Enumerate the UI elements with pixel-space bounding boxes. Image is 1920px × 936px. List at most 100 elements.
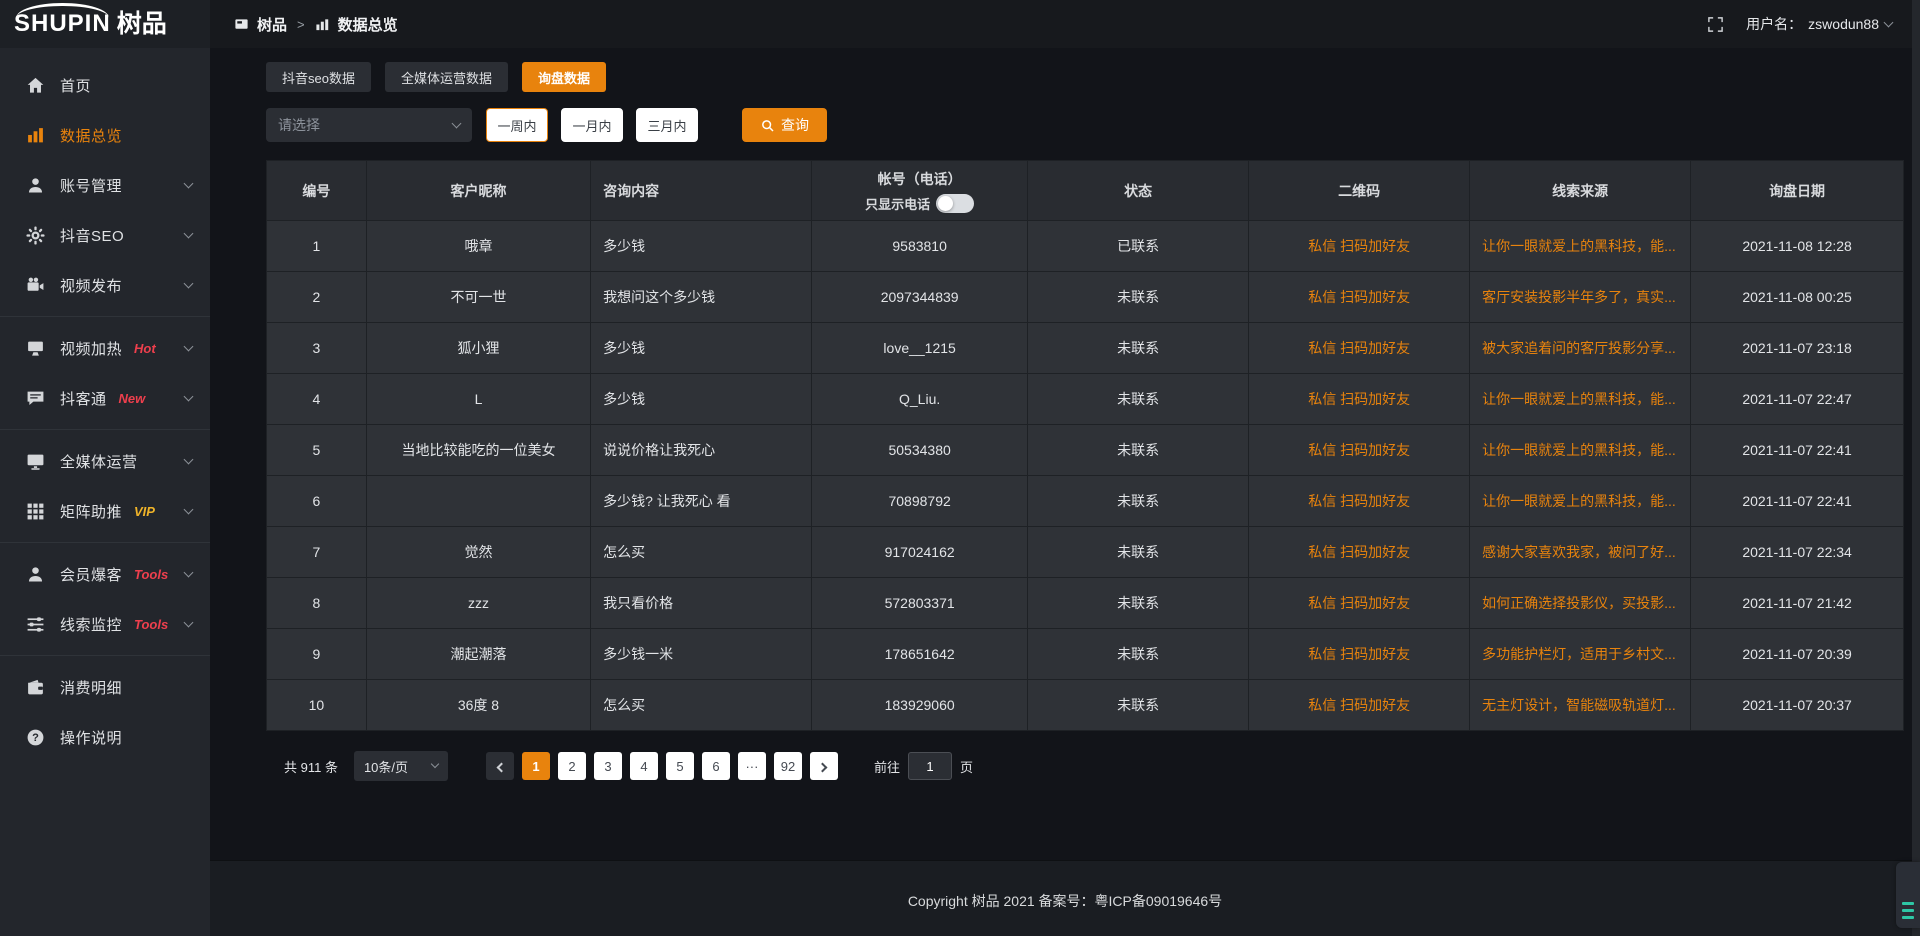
sidebar-item-consume-detail[interactable]: 消费明细 [0,662,210,712]
qr-action-link[interactable]: 私信 [1308,493,1337,509]
source-link[interactable]: 多功能护栏灯，适用于乡村文... [1482,646,1676,662]
qr-action-link[interactable]: 扫码加好友 [1340,289,1411,305]
qr-action-link[interactable]: 扫码加好友 [1340,697,1411,713]
qr-action-link[interactable]: 扫码加好友 [1340,646,1411,662]
wallet-icon [26,678,45,697]
topbar: 树品 > 数据总览 用户名： zswodun88 [210,0,1920,48]
sidebar-item-member-baoke[interactable]: 会员爆客 Tools [0,549,210,599]
scrollbar-track[interactable] [1912,0,1920,936]
qr-action-link[interactable]: 私信 [1308,595,1337,611]
chevron-left-icon [496,762,507,772]
table-row: 7 觉然 怎么买 917024162 未联系 私信 扫码加好友 感谢大家喜欢我家，被问了好.… [266,526,1904,578]
sidebar-item-douyin-seo[interactable]: 抖音SEO [0,210,210,260]
cell-date: 2021-11-07 22:47 [1690,373,1904,425]
cell-date: 2021-11-07 22:34 [1690,526,1904,578]
source-link[interactable]: 让你一眼就爱上的黑科技，能... [1482,238,1676,254]
qr-action-link[interactable]: 扫码加好友 [1340,391,1411,407]
source-link[interactable]: 感谢大家喜欢我家，被问了好... [1482,544,1676,560]
pager-page-4[interactable]: 4 [629,752,658,780]
qr-action-link[interactable]: 私信 [1308,646,1337,662]
username: zswodun88 [1808,16,1879,32]
source-link[interactable]: 如何正确选择投影仪，买投影... [1482,595,1676,611]
cell-date: 2021-11-08 12:28 [1690,220,1904,272]
pager-page-1[interactable]: 1 [521,752,550,780]
pager-page-92[interactable]: 92 [773,752,802,780]
qr-action-link[interactable]: 私信 [1308,289,1337,305]
pager-prev-button[interactable] [485,752,514,780]
qr-action-link[interactable]: 扫码加好友 [1340,238,1411,254]
pager-page-3[interactable]: 3 [593,752,622,780]
source-link[interactable]: 让你一眼就爱上的黑科技，能... [1482,391,1676,407]
sidebar-item-data-overview[interactable]: 数据总览 [0,110,210,160]
tab-media-operation-data[interactable]: 全媒体运营数据 [384,62,508,92]
pager-next-button[interactable] [809,752,838,780]
sidebar-item-label: 首页 [60,77,92,95]
qr-action-link[interactable]: 扫码加好友 [1340,442,1411,458]
qr-action-link[interactable]: 私信 [1308,238,1337,254]
qr-action-link[interactable]: 扫码加好友 [1340,493,1411,509]
sidebar-item-clue-monitor[interactable]: 线索监控 Tools [0,599,210,649]
source-link[interactable]: 客厅安装投影半年多了，真实... [1482,289,1676,305]
cell-content: 说说价格让我死心 [590,424,813,476]
sidebar-item-video-heating[interactable]: 视频加热 Hot [0,323,210,373]
account-select[interactable]: 请选择 [266,108,472,142]
cell-id: 3 [266,322,367,374]
filter-bar: 请选择 一周内 一月内 三月内 查询 [266,108,1904,142]
table-row: 5 当地比较能吃的一位美女 说说价格让我死心 50534380 未联系 私信 扫码加好友让… [266,424,1904,476]
sidebar-item-video-publish[interactable]: 视频发布 [0,260,210,310]
qr-action-link[interactable]: 扫码加好友 [1340,544,1411,560]
brand-logo: SHUPIN 树品 [0,0,210,48]
page-size-select[interactable]: 10条/页 [353,751,448,781]
col-account-title: 帐号（电话） [877,170,962,187]
cell-qrcode: 私信 扫码加好友 [1248,679,1471,731]
cell-qrcode: 私信 扫码加好友 [1248,577,1471,629]
sidebar-item-home[interactable]: 首页 [0,60,210,110]
status-badge: 未联系 [1027,577,1250,629]
fullscreen-icon[interactable] [1707,16,1724,33]
source-link[interactable]: 无主灯设计，智能磁吸轨道灯... [1482,697,1676,713]
range-button-one-month[interactable]: 一月内 [561,108,623,142]
sidebar-item-account-management[interactable]: 账号管理 [0,160,210,210]
search-button[interactable]: 查询 [742,108,827,142]
cell-qrcode: 私信 扫码加好友 [1248,424,1471,476]
pager-ellipsis[interactable]: ··· [737,752,766,780]
range-button-three-months[interactable]: 三月内 [636,108,698,142]
pagination-total: 共 911 条 [284,759,338,775]
source-link[interactable]: 让你一眼就爱上的黑科技，能... [1482,493,1676,509]
qr-action-link[interactable]: 私信 [1308,544,1337,560]
brand-logo-en: SHUPIN [14,3,111,37]
cell-qrcode: 私信 扫码加好友 [1248,475,1471,527]
tab-inquiry-data[interactable]: 询盘数据 [521,62,606,92]
qr-action-link[interactable]: 私信 [1308,697,1337,713]
goto-page-input[interactable] [907,752,952,780]
sidebar-item-doukertong[interactable]: 抖客通 New [0,373,210,423]
qr-action-link[interactable]: 扫码加好友 [1340,340,1411,356]
qr-action-link[interactable]: 扫码加好友 [1340,595,1411,611]
sidebar-item-badge: Hot [134,340,156,356]
range-button-one-week[interactable]: 一周内 [486,108,548,142]
qr-action-link[interactable]: 私信 [1308,391,1337,407]
floating-widget[interactable] [1896,862,1920,928]
cell-date: 2021-11-07 21:42 [1690,577,1904,629]
qr-action-link[interactable]: 私信 [1308,340,1337,356]
pager-page-2[interactable]: 2 [557,752,586,780]
sidebar-item-badge: Tools [134,566,169,582]
col-source: 线索来源 [1469,160,1692,221]
tab-douyin-seo-data[interactable]: 抖音seo数据 [266,62,371,92]
sidebar-item-operation-guide[interactable]: ? 操作说明 [0,712,210,762]
pager-page-6[interactable]: 6 [701,752,730,780]
pager-page-5[interactable]: 5 [665,752,694,780]
source-link[interactable]: 被大家追着问的客厅投影分享... [1482,340,1676,356]
cell-content: 我只看价格 [590,577,813,629]
status-badge: 未联系 [1027,628,1250,680]
user-menu[interactable]: 用户名： zswodun88 [1746,14,1894,34]
status-badge: 未联系 [1027,322,1250,374]
source-link[interactable]: 让你一眼就爱上的黑科技，能... [1482,442,1676,458]
sidebar-item-label: 抖音SEO [60,227,125,245]
sidebar-item-matrix-boost[interactable]: 矩阵助推 VIP [0,486,210,536]
sidebar-item-media-operation[interactable]: 全媒体运营 [0,436,210,486]
phone-only-toggle[interactable] [936,193,975,213]
sidebar-divider [0,542,210,543]
breadcrumb-root[interactable]: 树品 [257,16,288,34]
qr-action-link[interactable]: 私信 [1308,442,1337,458]
